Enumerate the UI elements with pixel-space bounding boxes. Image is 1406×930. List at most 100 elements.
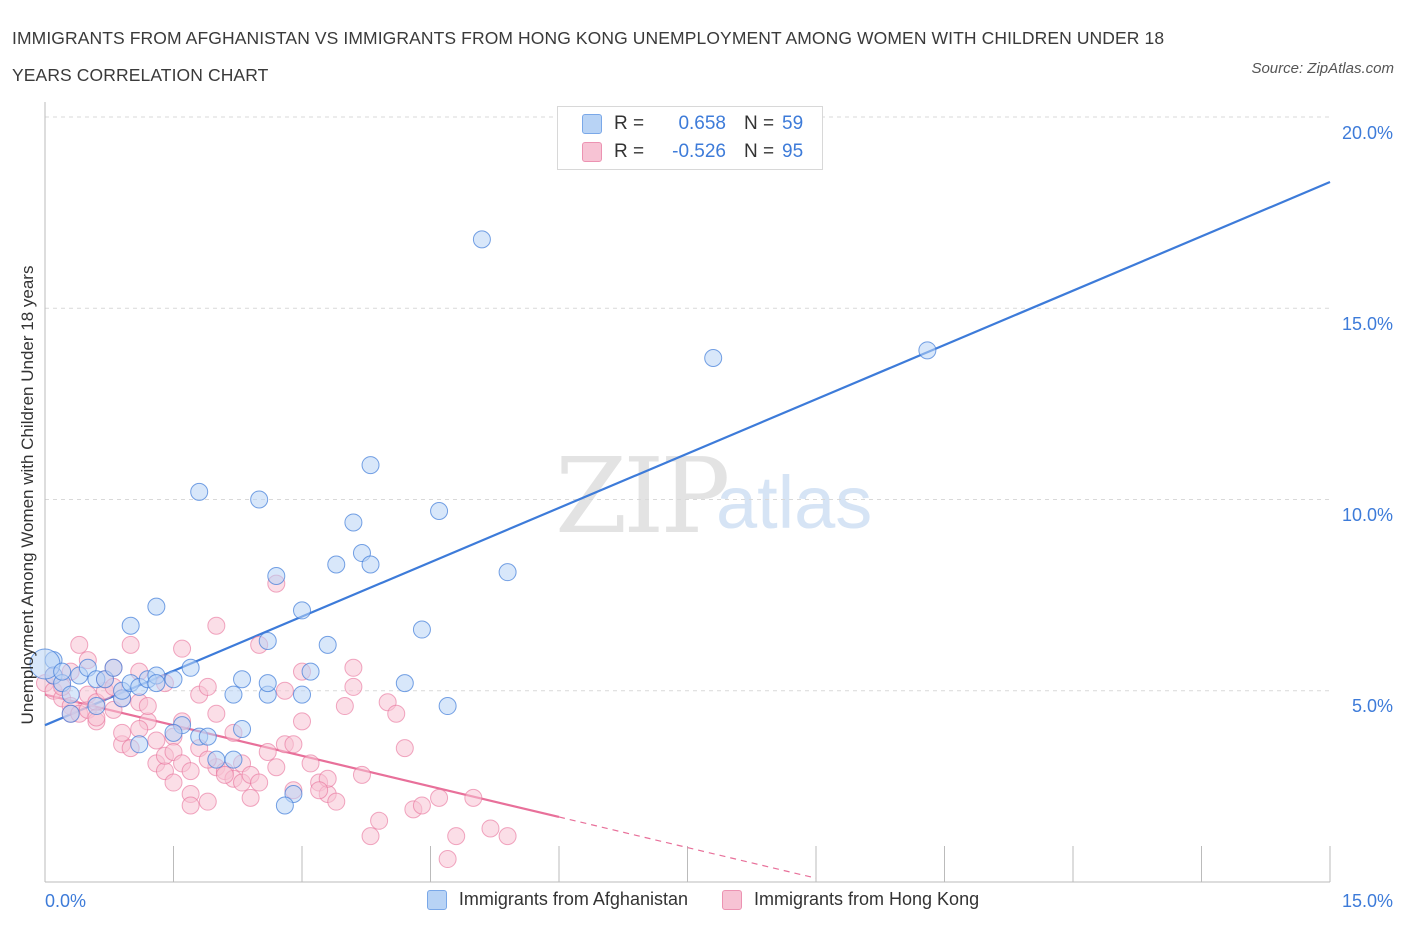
- hongkong-point: [181, 762, 200, 781]
- afghanistan-point: [164, 723, 183, 742]
- afghanistan-point: [61, 685, 80, 704]
- afghanistan-point: [121, 616, 140, 635]
- hongkong-point: [430, 788, 449, 807]
- afghanistan-point: [412, 620, 431, 639]
- hongkong-point: [113, 723, 132, 742]
- afghanistan-point: [224, 685, 243, 704]
- afghanistan-point: [224, 750, 243, 769]
- hongkong-point: [370, 811, 389, 830]
- afghanistan-point: [233, 670, 252, 689]
- hongkong-point: [293, 712, 311, 731]
- hongkong-point: [284, 735, 303, 754]
- hongkong-point: [164, 773, 183, 792]
- hongkong-point: [310, 781, 329, 800]
- afghanistan-point: [430, 501, 449, 520]
- hongkong-point: [241, 788, 260, 807]
- afghanistan-point: [250, 490, 269, 509]
- legend-n-label: N =: [744, 141, 775, 162]
- afghanistan-point: [147, 597, 166, 616]
- correlation-legend: R = 0.658 N = 59 R = -0.526 N = 95: [557, 106, 823, 170]
- hongkong-point: [258, 742, 277, 761]
- afghanistan-point: [258, 632, 277, 651]
- legend-swatch-blue: [426, 889, 447, 910]
- grid-lines: [45, 116, 1330, 692]
- afghanistan-point: [258, 674, 277, 693]
- afghanistan-point: [293, 685, 311, 704]
- hongkong-point: [438, 850, 457, 869]
- hongkong-point: [412, 796, 431, 815]
- legend-r-value: -0.526: [672, 141, 726, 162]
- afghanistan-point: [267, 567, 286, 585]
- hongkong-point: [301, 754, 320, 773]
- hongkong-point: [344, 677, 363, 696]
- hongkong-point: [121, 635, 140, 654]
- afghanistan-point: [147, 674, 166, 693]
- afghanistan-point: [181, 658, 200, 677]
- legend-swatch-pink: [722, 889, 742, 910]
- hongkong-point: [464, 788, 483, 807]
- hongkong-point: [275, 681, 294, 700]
- afghanistan-point: [104, 658, 123, 677]
- afghanistan-point: [498, 563, 517, 582]
- legend-n-value: 59: [782, 113, 804, 134]
- hongkong-point: [481, 819, 500, 838]
- afghanistan-point: [275, 796, 294, 815]
- afghanistan-point: [395, 674, 414, 693]
- hongkong-point: [207, 616, 226, 635]
- afghanistan-point: [164, 670, 183, 689]
- hongkong-point: [130, 720, 149, 738]
- legend-item-hongkong: Immigrants from Hong Kong: [722, 889, 979, 910]
- watermark-zip: ZIP: [555, 435, 730, 557]
- legend-r-label: R =: [614, 113, 645, 134]
- legend-row-hongkong: R = -0.526 N = 95: [582, 140, 803, 164]
- afghanistan-point: [918, 341, 937, 360]
- afghanistan-point: [190, 482, 209, 501]
- hongkong-point: [250, 773, 269, 792]
- legend-n-label: N =: [744, 113, 775, 134]
- legend-r-value: 0.658: [678, 113, 726, 134]
- legend-item-afghanistan: Immigrants from Afghanistan: [426, 889, 688, 910]
- hongkong-point: [361, 827, 380, 846]
- legend-n-value: 95: [782, 141, 804, 162]
- chart-title: IMMIGRANTS FROM AFGHANISTAN VS IMMIGRANT…: [12, 28, 1165, 85]
- hongkong-point: [395, 739, 414, 758]
- axes: [44, 102, 1331, 883]
- legend-r-label: R =: [614, 141, 645, 162]
- hongkong-point: [70, 635, 89, 654]
- hongkong-point: [352, 765, 371, 784]
- afghanistan-point: [207, 750, 226, 769]
- afghanistan-trend-line: [44, 181, 1331, 727]
- afghanistan-point: [198, 727, 217, 746]
- hongkong-trend-extension: [558, 816, 817, 879]
- afghanistan-point: [301, 662, 320, 681]
- y-axis-label: Unemployment Among Women with Children U…: [18, 265, 37, 725]
- y-tick-label: 10.0%: [1341, 505, 1393, 525]
- source-note: Source: ZipAtlas.com: [1251, 60, 1394, 77]
- hongkong-point: [207, 704, 226, 723]
- legend-swatch-pink: [582, 142, 602, 162]
- hongkong-point: [498, 827, 517, 846]
- hongkong-point: [198, 792, 217, 811]
- hongkong-point: [198, 677, 217, 696]
- afghanistan-point: [318, 635, 337, 654]
- series-legend: Immigrants from Afghanistan Immigrants f…: [0, 889, 1406, 910]
- hongkong-point: [215, 765, 234, 784]
- afghanistan-point: [53, 662, 72, 681]
- hongkong-point: [387, 704, 406, 723]
- afghanistan-point: [293, 601, 311, 620]
- y-tick-label: 15.0%: [1341, 314, 1393, 334]
- afghanistan-point: [361, 555, 380, 574]
- hongkong-point: [267, 758, 286, 777]
- afghanistan-point: [472, 230, 491, 249]
- hongkong-point: [335, 697, 354, 716]
- hongkong-point: [344, 658, 363, 677]
- afghanistan-point: [327, 555, 346, 574]
- legend-row-afghanistan: R = 0.658 N = 59: [582, 112, 803, 136]
- data-points: [29, 230, 937, 869]
- hongkong-point: [147, 731, 166, 750]
- hongkong-point: [173, 639, 192, 658]
- x-tick-label: 15.0%: [1341, 891, 1393, 911]
- afghanistan-point: [704, 348, 723, 367]
- watermark-atlas: atlas: [716, 461, 873, 544]
- x-tick-label: 0.0%: [45, 891, 87, 911]
